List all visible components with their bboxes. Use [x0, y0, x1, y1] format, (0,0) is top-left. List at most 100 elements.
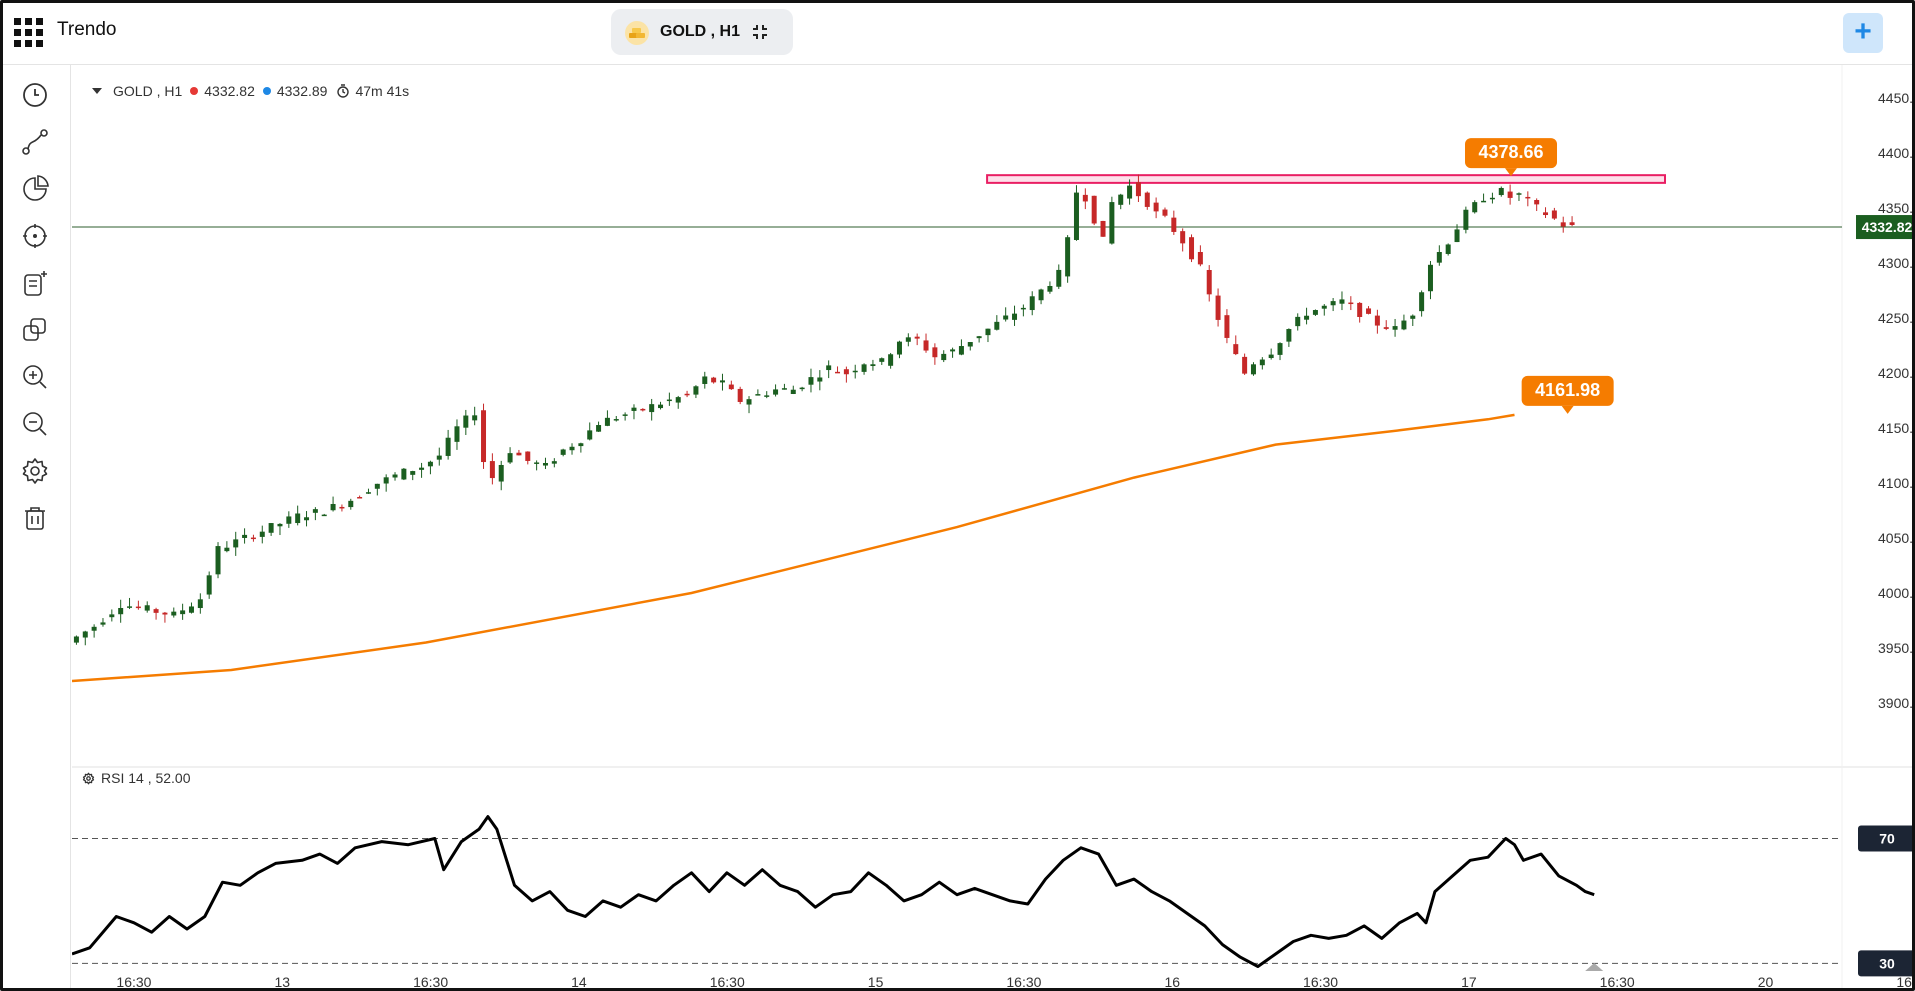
candle-body [728, 384, 734, 390]
candle-body [1286, 329, 1292, 342]
candle-body [1445, 244, 1451, 254]
candle-body [312, 509, 318, 513]
candle-body [91, 626, 97, 631]
candle-body [1383, 327, 1389, 329]
candle-body [773, 389, 779, 395]
apps-grid-icon[interactable] [14, 18, 44, 48]
candle-body [587, 430, 593, 440]
candle-body [1507, 191, 1513, 198]
legend-timer: 47m 41s [355, 83, 410, 99]
candle-body [658, 404, 664, 409]
chart-area[interactable]: 4450.00 4400.00 4350.00 4300.00 4250.00 4200.… [72, 65, 1912, 991]
candle-body [1250, 364, 1256, 375]
candle-body [463, 415, 469, 428]
candle-body [1233, 344, 1239, 355]
resistance-zone[interactable] [986, 174, 1666, 184]
candle-body [976, 336, 982, 339]
candle-body [436, 455, 442, 460]
candle-body [1472, 202, 1478, 213]
rsi-settings-icon[interactable] [82, 772, 95, 785]
candle-body [764, 395, 770, 397]
candle-body [861, 364, 867, 372]
line-tool-icon[interactable] [20, 127, 50, 157]
candle-body [171, 611, 177, 616]
candle-body [427, 461, 433, 467]
candle-body [666, 399, 672, 402]
scroll-marker-icon[interactable] [1585, 963, 1604, 971]
candle-body [1481, 200, 1487, 203]
zoom-out-icon[interactable] [20, 409, 50, 439]
x-tick-label: 16:30 [116, 974, 151, 990]
x-tick-label: 16:30 [413, 974, 448, 990]
candle-body [277, 523, 283, 527]
candle-body [383, 477, 389, 484]
clock-icon[interactable] [20, 80, 50, 110]
candle-body [1153, 202, 1159, 212]
ma-price-label-bg[interactable] [1521, 375, 1614, 406]
legend-symbol: GOLD , H1 [113, 83, 183, 99]
candle-body [941, 353, 947, 361]
candle-body [392, 474, 398, 478]
candle-body [481, 410, 487, 463]
trash-icon[interactable] [20, 503, 50, 533]
add-indicator-icon[interactable] [20, 268, 50, 298]
add-button[interactable]: + [1843, 13, 1883, 53]
symbol-selector-button[interactable]: GOLD , H1 [611, 9, 793, 55]
ma-price-label: 4161.98 [1535, 380, 1600, 400]
price-chart[interactable]: 4450.00 4400.00 4350.00 4300.00 4250.00 4200.… [72, 65, 1912, 991]
candle-body [923, 340, 929, 351]
candle-body [100, 622, 106, 625]
candle-body [1489, 197, 1495, 200]
candle-body [1189, 237, 1195, 260]
app-title: Trendo [57, 19, 117, 40]
candle-body [321, 514, 327, 517]
rsi-line [72, 815, 1595, 968]
candle-body [1118, 194, 1124, 205]
copy-icon[interactable] [20, 315, 50, 345]
x-tick-label: 16:30 [1006, 974, 1041, 990]
candle-body [1215, 295, 1221, 320]
candle-body [268, 523, 274, 533]
pie-chart-icon[interactable] [20, 174, 50, 204]
x-tick-label: 16:30 [710, 974, 745, 990]
candle-body [1047, 285, 1053, 292]
zoom-in-icon[interactable] [20, 362, 50, 392]
candle-body [870, 364, 876, 367]
current-price-badge [1856, 215, 1912, 240]
candle-body [1295, 316, 1301, 327]
candle-body [746, 399, 752, 405]
candle-body [675, 397, 681, 403]
candle-body [1091, 195, 1097, 224]
y-tick-label: 4000.00 [1878, 585, 1912, 601]
candle-body [215, 546, 221, 575]
candle-body [1135, 182, 1141, 197]
candle-body [879, 358, 885, 362]
candle-body [790, 389, 796, 395]
candle-body [1162, 209, 1168, 216]
candle-body [711, 377, 717, 383]
candle-body [472, 415, 478, 421]
candle-body [374, 483, 380, 489]
candle-body [604, 417, 610, 426]
gear-icon[interactable] [20, 456, 50, 486]
resistance-price-label-bg[interactable] [1465, 138, 1558, 169]
candle-body [1560, 222, 1566, 227]
candle-body [534, 462, 540, 464]
y-tick-label: 4450.00 [1878, 90, 1912, 106]
candle-body [1100, 220, 1106, 237]
candle-body [1498, 187, 1504, 196]
x-tick-label: 13 [274, 974, 290, 990]
candle-body [967, 342, 973, 347]
candle-body [330, 503, 336, 511]
rsi-level-badge [1858, 950, 1912, 977]
collapse-icon[interactable] [751, 23, 769, 41]
timer-icon [337, 84, 350, 98]
candle-body [1534, 200, 1540, 205]
collapse-legend-icon[interactable] [92, 88, 102, 94]
target-icon[interactable] [20, 221, 50, 251]
candle-body [1144, 192, 1150, 207]
candle-body [206, 575, 212, 595]
candle-body [684, 393, 690, 396]
rsi-level-label: 70 [1879, 830, 1895, 846]
candle-body [896, 341, 902, 355]
